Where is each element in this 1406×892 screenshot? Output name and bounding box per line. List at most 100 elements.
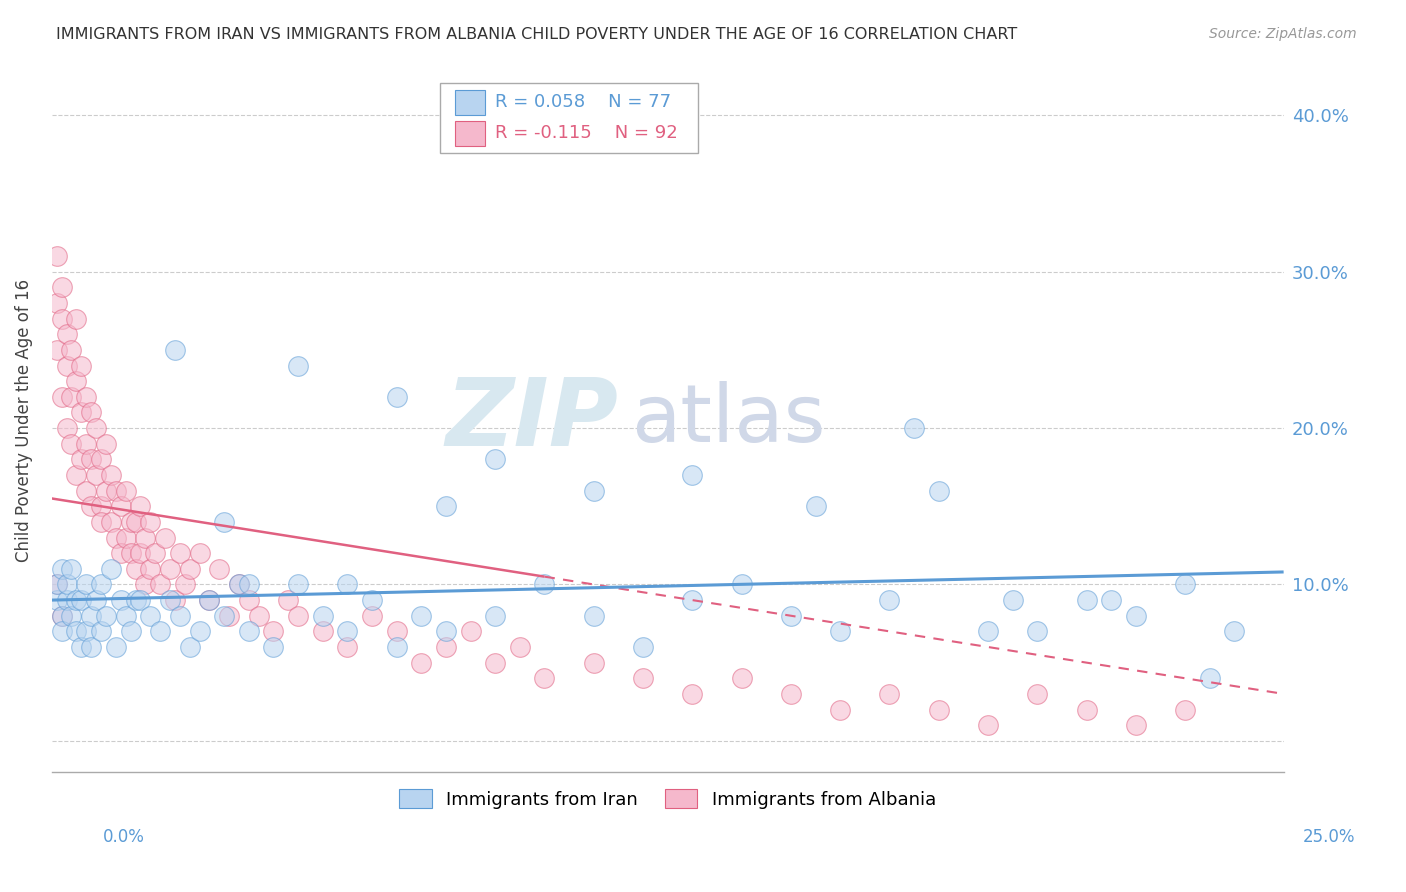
Point <box>263 624 285 639</box>
Point <box>80 452 103 467</box>
Point <box>977 624 1000 639</box>
Point <box>681 593 703 607</box>
Point <box>51 311 73 326</box>
FancyBboxPatch shape <box>454 89 485 115</box>
Point <box>104 483 127 498</box>
Point <box>139 515 162 529</box>
Point <box>84 593 107 607</box>
Point <box>385 624 408 639</box>
Point <box>212 515 235 529</box>
Point <box>169 608 191 623</box>
Point <box>198 593 221 607</box>
Point <box>1223 624 1246 639</box>
Point <box>208 562 231 576</box>
Text: R = 0.058    N = 77: R = 0.058 N = 77 <box>495 94 671 112</box>
Text: R = -0.115    N = 92: R = -0.115 N = 92 <box>495 124 678 142</box>
Point <box>1125 608 1147 623</box>
Point <box>336 640 359 654</box>
Point <box>928 483 950 498</box>
Point <box>124 515 146 529</box>
Point <box>336 577 359 591</box>
Point <box>80 500 103 514</box>
Point <box>80 640 103 654</box>
Point <box>582 656 605 670</box>
Point <box>277 593 299 607</box>
Point <box>129 593 152 607</box>
Point <box>90 452 112 467</box>
Point <box>100 515 122 529</box>
Point <box>411 608 433 623</box>
Point <box>238 593 260 607</box>
FancyBboxPatch shape <box>454 120 485 146</box>
Point <box>247 608 270 623</box>
Point <box>75 483 97 498</box>
Point <box>159 562 181 576</box>
Point <box>75 390 97 404</box>
Point <box>90 577 112 591</box>
Point <box>385 390 408 404</box>
Point <box>110 593 132 607</box>
Point <box>238 624 260 639</box>
Point <box>75 436 97 450</box>
Point <box>1026 624 1049 639</box>
Point <box>75 624 97 639</box>
Point <box>55 327 77 342</box>
Point <box>55 593 77 607</box>
Point <box>51 280 73 294</box>
Point <box>65 593 87 607</box>
Point <box>51 624 73 639</box>
Point <box>129 546 152 560</box>
Point <box>218 608 240 623</box>
Point <box>45 593 67 607</box>
Point <box>70 593 93 607</box>
Point <box>1174 577 1197 591</box>
Point <box>90 515 112 529</box>
Point <box>188 546 211 560</box>
Point <box>411 656 433 670</box>
Point <box>55 577 77 591</box>
Point <box>65 374 87 388</box>
Point <box>631 640 654 654</box>
Point <box>51 562 73 576</box>
Point <box>1198 671 1220 685</box>
Point <box>434 500 457 514</box>
Point <box>45 577 67 591</box>
Point <box>1026 687 1049 701</box>
Point <box>434 640 457 654</box>
Point <box>385 640 408 654</box>
Legend: Immigrants from Iran, Immigrants from Albania: Immigrants from Iran, Immigrants from Al… <box>392 782 943 816</box>
Point <box>153 531 176 545</box>
Point <box>928 702 950 716</box>
Point <box>104 640 127 654</box>
Text: Source: ZipAtlas.com: Source: ZipAtlas.com <box>1209 27 1357 41</box>
Point <box>312 608 335 623</box>
Point <box>149 624 172 639</box>
Point <box>1076 702 1098 716</box>
Point <box>120 546 142 560</box>
Point <box>65 311 87 326</box>
Point <box>263 640 285 654</box>
Point <box>173 577 195 591</box>
Point <box>163 593 186 607</box>
Point <box>1174 702 1197 716</box>
Point <box>80 405 103 419</box>
Point <box>100 468 122 483</box>
Point <box>228 577 250 591</box>
Point <box>70 452 93 467</box>
Point <box>879 593 901 607</box>
Point <box>903 421 925 435</box>
Point <box>100 562 122 576</box>
Point <box>51 608 73 623</box>
Point <box>94 483 117 498</box>
Text: IMMIGRANTS FROM IRAN VS IMMIGRANTS FROM ALBANIA CHILD POVERTY UNDER THE AGE OF 1: IMMIGRANTS FROM IRAN VS IMMIGRANTS FROM … <box>56 27 1018 42</box>
FancyBboxPatch shape <box>440 83 699 153</box>
Point <box>730 577 752 591</box>
Point <box>287 577 309 591</box>
Point <box>434 624 457 639</box>
Point <box>45 343 67 357</box>
Point <box>104 531 127 545</box>
Point <box>804 500 827 514</box>
Point <box>238 577 260 591</box>
Point <box>361 608 384 623</box>
Point <box>1076 593 1098 607</box>
